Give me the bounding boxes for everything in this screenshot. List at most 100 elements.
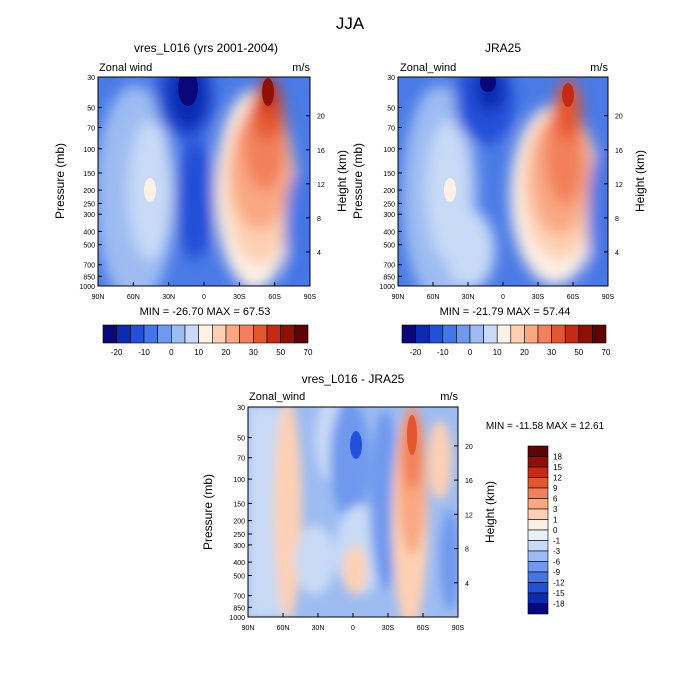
min-max-label: MIN = -26.70 MAX = 67.53	[140, 306, 271, 318]
x-tick-label: 0	[501, 294, 505, 301]
x-tick-label: 30S	[382, 625, 395, 632]
y-tick-label: 150	[383, 171, 395, 178]
colorbar-box	[527, 445, 549, 457]
x-tick-label: 0	[202, 294, 206, 301]
y-tick-label: 700	[233, 594, 245, 601]
y-right-tick-label: 12	[317, 182, 325, 189]
colorbar-box	[102, 324, 117, 344]
colorbar-box	[527, 592, 549, 604]
panel-title: JRA25	[485, 41, 521, 55]
y-tick-label: 700	[383, 263, 395, 270]
colorbar-box	[527, 571, 549, 583]
colorbar-box	[537, 324, 552, 344]
colorbar-label: -15	[553, 589, 565, 598]
colorbar-box	[524, 324, 539, 344]
y-tick-label: 400	[233, 560, 245, 567]
y-tick-label: 500	[233, 573, 245, 580]
contour-field	[98, 77, 310, 286]
x-tick-label: 30S	[233, 294, 246, 301]
colorbar-label: -18	[553, 600, 565, 609]
colorbar-box	[510, 324, 525, 344]
colorbar: -20 -10 0 10 20 30 50 70	[401, 324, 611, 357]
colorbar-box	[212, 324, 227, 344]
colorbar-box	[527, 582, 549, 594]
colorbar-label: -3	[553, 547, 561, 556]
colorbar-box	[294, 324, 309, 344]
colorbar-box	[184, 324, 199, 344]
y-tick-label: 850	[233, 605, 245, 612]
min-max-label: MIN = -21.79 MAX = 57.44	[440, 306, 571, 318]
x-tick-label: 90S	[602, 294, 615, 301]
colorbar-label: 18	[553, 453, 562, 462]
colorbar-label: 70	[602, 348, 611, 357]
x-tick-label: 60N	[127, 294, 140, 301]
colorbar-label: 10	[493, 348, 502, 357]
colorbar-box	[564, 324, 580, 344]
y-tick-label: 50	[387, 105, 395, 112]
y-axis-left: 30 50 70 100 150 200 250 300 400 500 700 850 1000	[379, 75, 402, 291]
colorbar-box	[527, 550, 549, 562]
colorbar-label: 50	[574, 348, 583, 357]
colorbar-label: 10	[194, 348, 203, 357]
colorbar-label: 0	[468, 348, 473, 357]
contour-field	[248, 407, 458, 617]
y-tick-label: 200	[83, 188, 95, 195]
colorbar-box	[130, 324, 145, 344]
y-right-tick-label: 16	[615, 148, 623, 155]
colorbar-box	[415, 324, 430, 344]
colorbar-label: 15	[553, 463, 562, 472]
y-right-tick-label: 4	[317, 250, 321, 257]
x-tick-label: 60S	[268, 294, 281, 301]
colorbar-label: -20	[410, 348, 422, 357]
colorbar-box	[157, 324, 172, 344]
y-right-tick-label: 12	[465, 512, 473, 519]
colorbar-box	[551, 324, 566, 344]
colorbar-label: 3	[553, 505, 558, 514]
y-axis-right-title: Height (km)	[335, 150, 349, 212]
panel-difference: vres_L016 - JRA25 Zonal_wind m/s	[201, 372, 605, 632]
x-tick-label: 30S	[532, 294, 545, 301]
y-tick-label: 100	[233, 477, 245, 484]
y-tick-label: 850	[383, 274, 395, 281]
colorbar-box	[198, 324, 213, 344]
colorbar-label: 12	[553, 474, 562, 483]
x-tick-label: 90N	[242, 625, 255, 632]
x-axis: 90N 60N 30N 0 30S 60S 90S	[92, 282, 317, 301]
y-tick-label: 200	[233, 519, 245, 526]
colorbar-label: 50	[276, 348, 285, 357]
colorbar-box	[578, 324, 593, 344]
colorbar-box	[527, 603, 549, 615]
colorbar-box	[442, 324, 457, 344]
colorbar-box	[527, 540, 549, 552]
colorbar-label: -20	[111, 348, 123, 357]
colorbar-box	[483, 324, 498, 344]
colorbar-label: 1	[553, 516, 558, 525]
y-tick-label: 1000	[229, 615, 245, 622]
y-tick-label: 100	[383, 147, 395, 154]
y-axis-right: 4 8 12 16 20	[454, 444, 473, 588]
x-tick-label: 90N	[392, 294, 405, 301]
colorbar-label: 70	[304, 348, 313, 357]
panel-model: vres_L016 (yrs 2001-2004) Zonal wind m/s	[53, 41, 349, 357]
y-tick-label: 300	[383, 212, 395, 219]
x-tick-label: 30N	[462, 294, 475, 301]
colorbar-box	[527, 498, 549, 510]
colorbar-label: 20	[520, 348, 529, 357]
y-tick-label: 500	[83, 243, 95, 250]
colorbar-box	[592, 324, 607, 344]
y-axis-left: 30 50 70 100 150 200 250 300 400 500 700 850 1000	[79, 75, 102, 291]
colorbar-label: 20	[222, 348, 231, 357]
units-label: m/s	[292, 62, 310, 74]
colorbar-box	[143, 324, 158, 344]
colorbar-label: -10	[437, 348, 449, 357]
y-tick-label: 400	[83, 229, 95, 236]
y-axis-right-title: Height (km)	[633, 150, 647, 212]
y-tick-label: 250	[233, 532, 245, 539]
colorbar-label: 0	[169, 348, 174, 357]
colorbar-label: 9	[553, 484, 558, 493]
y-tick-label: 1000	[79, 284, 95, 291]
y-tick-label: 100	[83, 147, 95, 154]
